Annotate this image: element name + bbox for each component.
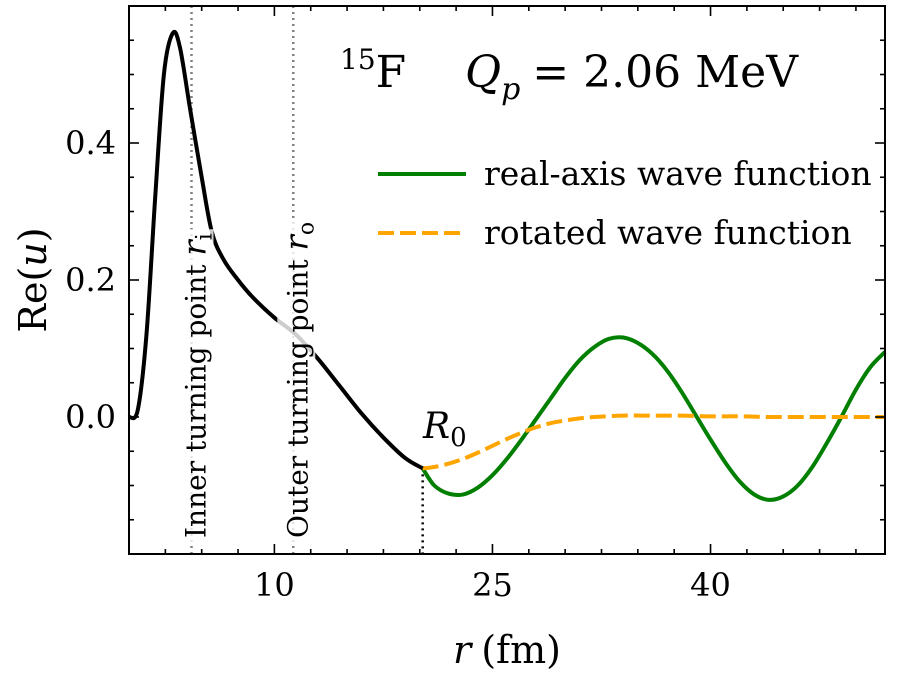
turning-point-symbol-1: r [277, 233, 315, 250]
turning-point-subscript-1: o [294, 222, 319, 235]
legend-label-rotated: rotated wave function [484, 213, 852, 252]
q-value-label: Qp = 2.06 MeV [465, 47, 799, 107]
x-tick-label-1: 25 [472, 566, 513, 604]
turning-point-text-1: Outer turning point ro [277, 222, 319, 538]
plot-frame [128, 5, 886, 555]
legend-label-real: real-axis wave function [484, 154, 872, 193]
y-axis-label: Re(u) [11, 227, 55, 332]
r0-subscript: 0 [450, 423, 467, 453]
turning-point-text-main-1: Outer turning point [281, 250, 314, 538]
turning-point-text-main-0: Inner turning point [180, 256, 213, 538]
q-subscript: p [501, 72, 520, 107]
turning-point-label-0: Inner turning point ri [175, 229, 218, 542]
y-tick-label-2: 0.4 [65, 124, 116, 162]
axis-ticks: 10 25 40 0.0 0.2 0.4 [65, 6, 885, 604]
turning-point-label-1: Outer turning point ro [277, 217, 319, 542]
turning-point-text-0: Inner turning point ri [176, 233, 218, 538]
x-axis-label-symbol: r [453, 628, 474, 672]
x-tick-label-0: 10 [254, 566, 295, 604]
turning-point-label-bg-1 [277, 217, 316, 542]
y-axis-label-prefix: Re( [11, 267, 55, 333]
turning-point-label-bg-0 [175, 229, 214, 542]
series-inner-wave-function [127, 29, 424, 471]
legend: real-axis wave function rotated wave fun… [378, 154, 872, 252]
q-value: = 2.06 MeV [532, 47, 799, 98]
turning-point-subscript-0: i [193, 233, 218, 240]
r0-label: R0 [422, 406, 467, 453]
y-axis-label-suffix: ) [11, 227, 55, 242]
q-symbol: Q [465, 47, 501, 98]
nucleus-label: 15F [340, 43, 406, 98]
y-tick-label-1: 0.2 [65, 261, 116, 299]
y-axis-label-symbol: u [11, 242, 55, 266]
nucleus-symbol: F [376, 47, 407, 98]
nucleus-mass: 15 [340, 43, 376, 76]
x-tick-label-2: 40 [690, 566, 731, 604]
r0-symbol: R [422, 406, 450, 447]
turning-point-symbol-0: r [176, 239, 214, 256]
y-tick-label-0: 0.0 [65, 398, 116, 436]
x-axis-label: r (fm) [453, 628, 561, 672]
x-axis-label-unit: (fm) [481, 628, 561, 672]
series-real-axis-wave-function [420, 335, 887, 502]
series-rotated-wave-function [422, 413, 885, 471]
curves [127, 29, 887, 502]
